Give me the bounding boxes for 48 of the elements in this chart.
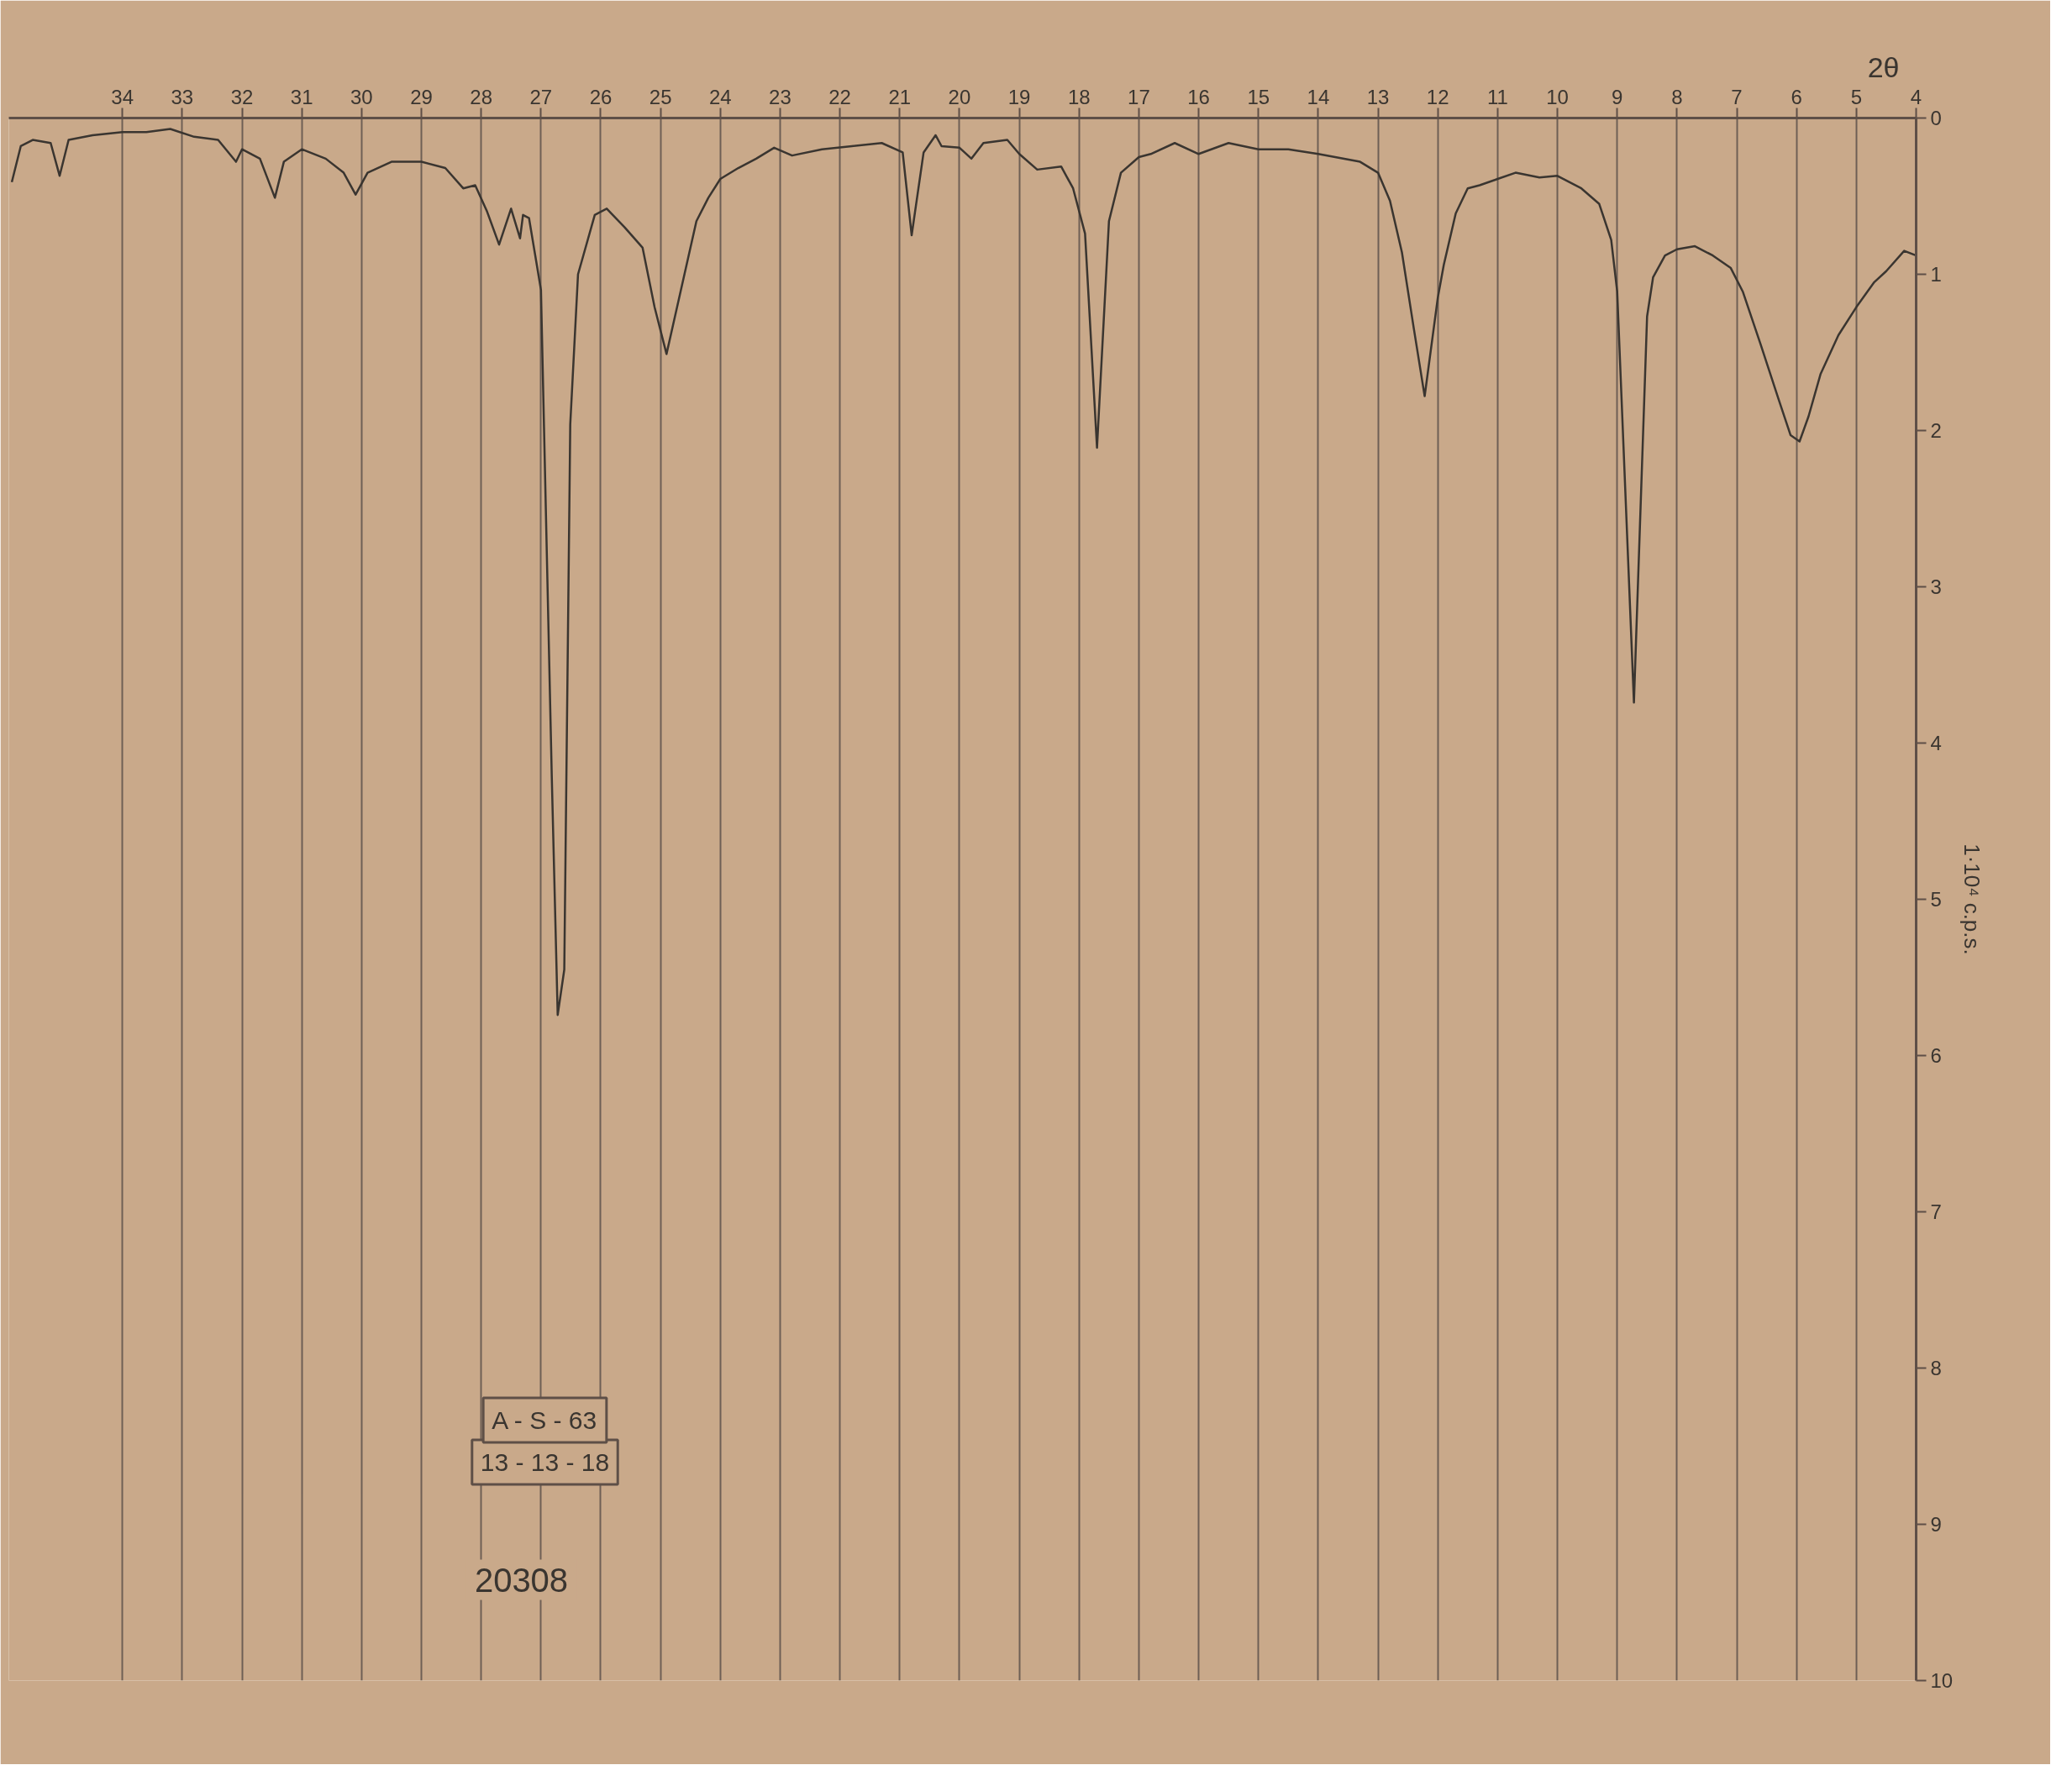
x-tick-label: 13: [1366, 85, 1390, 108]
annotation: 20308: [474, 1561, 569, 1599]
y-tick-label: 5: [1930, 888, 1942, 911]
y-tick-label: 3: [1930, 575, 1942, 598]
y-tick-label: 1: [1930, 263, 1942, 286]
x-tick-label: 8: [1671, 85, 1683, 108]
x-tick-label: 30: [350, 85, 373, 108]
y-tick-label: 2: [1930, 419, 1942, 442]
x-tick-label: 22: [828, 85, 851, 108]
x-tick-label: 24: [708, 85, 732, 108]
x-tick-label: 26: [589, 85, 613, 108]
line-series: [10, 128, 1917, 1016]
annotation: 13 - 13 - 18: [480, 1448, 610, 1476]
x-tick-label: 16: [1187, 85, 1210, 108]
x-tick-label: 18: [1067, 85, 1091, 108]
x-tick-label: 20: [948, 85, 971, 108]
y-tick-label: 0: [1930, 107, 1942, 129]
x-axis-title: 2θ: [1867, 50, 1900, 83]
x-tick-label: 21: [888, 85, 912, 108]
x-tick-label: 12: [1426, 85, 1449, 108]
x-tick-label: 19: [1007, 85, 1031, 108]
y-tick-label: 8: [1930, 1357, 1942, 1379]
x-tick-label: 15: [1247, 85, 1270, 108]
y-tick-label: 9: [1930, 1513, 1942, 1536]
x-tick-label: 25: [649, 85, 672, 108]
x-tick-label: 7: [1731, 85, 1743, 108]
annotation: A - S - 63: [492, 1406, 597, 1434]
x-tick-label: 5: [1850, 85, 1863, 108]
x-tick-label: 6: [1791, 85, 1802, 108]
x-tick-label: 23: [769, 85, 791, 108]
x-tick-label: 27: [529, 85, 553, 108]
x-tick-label: 32: [230, 85, 254, 108]
x-tick-label: 17: [1128, 85, 1150, 108]
y-axis-title: 1·10⁴ c.p.s.: [1959, 843, 1985, 955]
x-tick-label: 29: [410, 85, 433, 108]
x-tick-label: 14: [1307, 85, 1330, 108]
x-tick-label: 11: [1486, 85, 1508, 108]
y-tick-label: 7: [1930, 1200, 1942, 1223]
y-tick-label: 4: [1930, 732, 1942, 754]
y-tick-label: 10: [1930, 1669, 1954, 1692]
y-tick-label: 6: [1930, 1044, 1942, 1067]
x-tick-label: 31: [290, 85, 313, 108]
x-tick-label: 10: [1546, 85, 1569, 108]
x-tick-label: 34: [111, 85, 134, 108]
x-tick-label: 9: [1612, 85, 1623, 108]
x-tick-label: 4: [1910, 85, 1922, 108]
x-tick-label: 33: [171, 85, 194, 108]
x-tick-label: 28: [470, 85, 493, 108]
